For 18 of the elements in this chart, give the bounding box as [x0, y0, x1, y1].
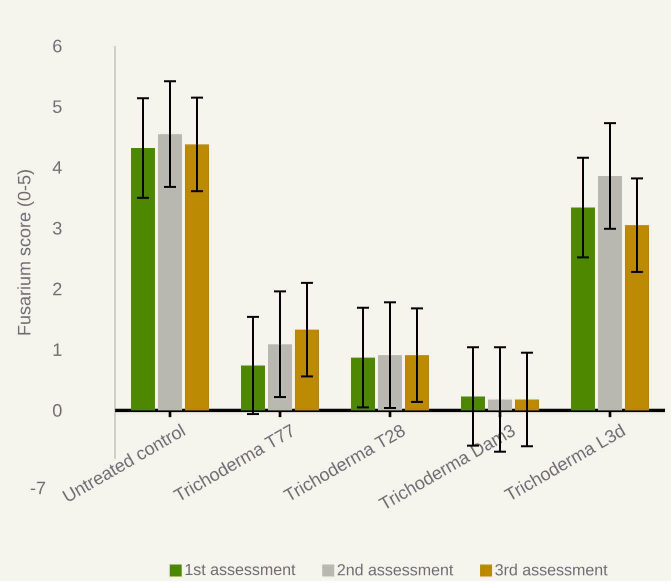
y-tick-label: 0: [52, 404, 62, 417]
y-tick-label: 6: [53, 40, 62, 53]
legend-label: 1st assessment: [186, 564, 296, 576]
y-tick-label: 4: [52, 161, 62, 174]
bar: [571, 208, 596, 411]
legend-label: 3rd assessment: [495, 564, 608, 576]
bar: [625, 225, 649, 411]
text: -7: [30, 482, 46, 494]
bar: [598, 176, 622, 411]
y-tick-label: 2: [53, 282, 62, 296]
y-axis-title: Fusarium score (0-5): [17, 170, 34, 335]
legend-label: 2nd assessment: [338, 564, 454, 576]
y-tick-label: 3: [52, 222, 62, 235]
bar: [185, 144, 209, 411]
bar: [158, 134, 182, 411]
y-tick-label: 1: [54, 344, 62, 356]
bar: [131, 148, 155, 411]
y-tick-label: 5: [52, 100, 62, 114]
